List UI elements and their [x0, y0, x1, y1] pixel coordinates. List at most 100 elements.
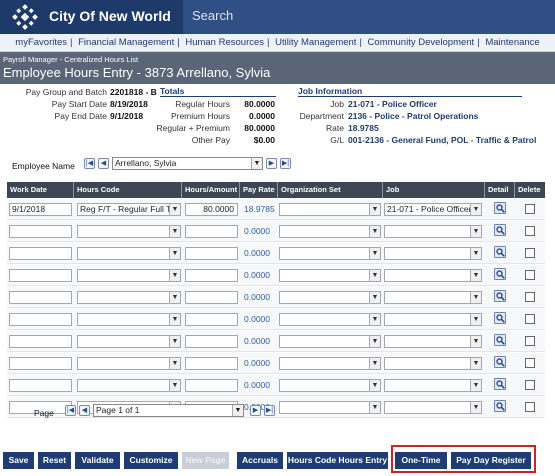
hours-amount-input[interactable]: 80.0000	[185, 203, 238, 216]
new-page-button[interactable]: New Page	[182, 452, 229, 469]
delete-checkbox[interactable]	[525, 358, 535, 368]
menu-item-financial-management[interactable]: Financial Management	[78, 37, 175, 48]
hours-amount-input[interactable]	[185, 379, 238, 392]
organization-set-select[interactable]: ▼	[279, 357, 381, 370]
detail-magnifier-icon[interactable]	[494, 290, 506, 302]
job-select[interactable]: ▼	[384, 291, 482, 304]
organization-set-select[interactable]: ▼	[279, 247, 381, 260]
delete-checkbox[interactable]	[525, 380, 535, 390]
hours-amount-input[interactable]	[185, 247, 238, 260]
detail-magnifier-icon[interactable]	[494, 378, 506, 390]
col-job[interactable]: Job	[383, 182, 485, 198]
hours-code-select[interactable]: ▼	[77, 291, 181, 304]
employee-select[interactable]: Arrellano, Sylvia ▼	[112, 157, 263, 170]
col-delete[interactable]: Delete	[515, 182, 545, 198]
work-date-input[interactable]	[9, 291, 72, 304]
col-organization-set[interactable]: Organization Set	[278, 182, 383, 198]
work-date-input[interactable]	[9, 335, 72, 348]
delete-checkbox[interactable]	[525, 402, 535, 412]
organization-set-select[interactable]: ▼	[279, 225, 381, 238]
job-select[interactable]: ▼	[384, 313, 482, 326]
search-input[interactable]: Search	[183, 0, 555, 34]
hours-amount-input[interactable]	[185, 269, 238, 282]
work-date-input[interactable]	[9, 269, 72, 282]
menu-item-community-development[interactable]: Community Development	[367, 37, 475, 48]
city-logo-icon[interactable]	[12, 4, 38, 30]
work-date-input[interactable]: 9/1/2018	[9, 203, 72, 216]
menu-item-utility-management[interactable]: Utility Management	[275, 37, 357, 48]
reset-button[interactable]: Reset	[38, 452, 71, 469]
detail-magnifier-icon[interactable]	[494, 202, 506, 214]
hours-amount-input[interactable]	[185, 313, 238, 326]
pay-day-register-button[interactable]: Pay Day Register	[451, 452, 531, 469]
detail-magnifier-icon[interactable]	[494, 224, 506, 236]
first-page-icon[interactable]: |◀	[65, 405, 76, 416]
menu-item-maintenance[interactable]: Maintenance	[485, 37, 540, 48]
last-employee-icon[interactable]: ▶|	[280, 158, 291, 169]
delete-checkbox[interactable]	[525, 292, 535, 302]
col-detail[interactable]: Detail	[485, 182, 515, 198]
delete-checkbox[interactable]	[525, 314, 535, 324]
hours-amount-input[interactable]	[185, 291, 238, 304]
col-hours-code[interactable]: Hours Code	[74, 182, 182, 198]
save-button[interactable]: Save	[3, 452, 34, 469]
first-employee-icon[interactable]: |◀	[84, 158, 95, 169]
customize-button[interactable]: Customize	[124, 452, 178, 469]
organization-set-select[interactable]: ▼	[279, 379, 381, 392]
next-employee-icon[interactable]: ▶	[266, 158, 277, 169]
hours-amount-input[interactable]	[185, 335, 238, 348]
work-date-input[interactable]	[9, 225, 72, 238]
organization-set-select[interactable]: ▼	[279, 291, 381, 304]
prev-employee-icon[interactable]: ◀	[98, 158, 109, 169]
col-work-date[interactable]: Work Date	[7, 182, 74, 198]
detail-magnifier-icon[interactable]	[494, 400, 506, 412]
one-time-button[interactable]: One-Time	[395, 452, 447, 469]
hours-amount-input[interactable]	[185, 357, 238, 370]
organization-set-select[interactable]: ▼	[279, 269, 381, 282]
job-select[interactable]: ▼	[384, 247, 482, 260]
organization-set-select[interactable]: ▼	[279, 335, 381, 348]
organization-set-select[interactable]: ▼	[279, 313, 381, 326]
detail-magnifier-icon[interactable]	[494, 268, 506, 280]
work-date-input[interactable]	[9, 247, 72, 260]
job-select[interactable]: 21-071 - Police Officer* ▼	[384, 203, 482, 216]
prev-page-icon[interactable]: ◀	[79, 405, 90, 416]
work-date-input[interactable]	[9, 357, 72, 370]
delete-checkbox[interactable]	[525, 226, 535, 236]
last-page-icon[interactable]: ▶|	[264, 405, 275, 416]
detail-magnifier-icon[interactable]	[494, 312, 506, 324]
detail-magnifier-icon[interactable]	[494, 356, 506, 368]
col-pay-rate[interactable]: Pay Rate	[240, 182, 278, 198]
accruals-button[interactable]: Accruals	[237, 452, 283, 469]
job-select[interactable]: ▼	[384, 335, 482, 348]
page-select[interactable]: Page 1 of 1 ▼	[93, 404, 244, 417]
detail-magnifier-icon[interactable]	[494, 246, 506, 258]
job-select[interactable]: ▼	[384, 225, 482, 238]
detail-magnifier-icon[interactable]	[494, 334, 506, 346]
hours-code-select[interactable]: ▼	[77, 379, 181, 392]
hours-code-select[interactable]: ▼	[77, 313, 181, 326]
breadcrumb[interactable]: Payroll Manager - Centralized Hours List	[3, 55, 139, 64]
hours-code-select[interactable]: ▼	[77, 247, 181, 260]
delete-checkbox[interactable]	[525, 204, 535, 214]
menu-item-human-resources[interactable]: Human Resources	[185, 37, 265, 48]
job-select[interactable]: ▼	[384, 401, 482, 414]
hours-code-hours-entry-button[interactable]: Hours Code Hours Entry	[287, 452, 388, 469]
delete-checkbox[interactable]	[525, 270, 535, 280]
validate-button[interactable]: Validate	[75, 452, 120, 469]
next-page-icon[interactable]: ▶	[250, 405, 261, 416]
job-select[interactable]: ▼	[384, 269, 482, 282]
hours-code-select[interactable]: ▼	[77, 357, 181, 370]
work-date-input[interactable]	[9, 379, 72, 392]
job-select[interactable]: ▼	[384, 357, 482, 370]
hours-code-select[interactable]: ▼	[77, 269, 181, 282]
organization-set-select[interactable]: ▼	[279, 203, 381, 216]
delete-checkbox[interactable]	[525, 336, 535, 346]
work-date-input[interactable]	[9, 313, 72, 326]
hours-code-select[interactable]: ▼	[77, 335, 181, 348]
delete-checkbox[interactable]	[525, 248, 535, 258]
col-hours-amount[interactable]: Hours/Amount	[182, 182, 240, 198]
hours-code-select[interactable]: Reg F/T - Regular Full Ti ▼	[77, 203, 181, 216]
menu-item-myfavorites[interactable]: myFavorites	[15, 37, 68, 48]
organization-set-select[interactable]: ▼	[279, 401, 381, 414]
